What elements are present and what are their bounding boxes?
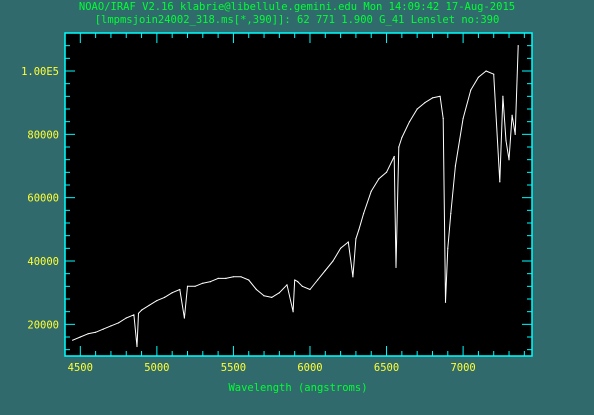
- spectrum-point: [324, 269, 326, 272]
- spectrum-point: [286, 284, 288, 286]
- x-tick-label: 5500: [221, 362, 246, 374]
- x-tick-label: 6000: [297, 362, 322, 374]
- spectrum-point: [148, 304, 150, 306]
- spectrum-point: [248, 279, 250, 281]
- spectrum-point: [485, 70, 487, 72]
- spectrum-point: [240, 276, 242, 278]
- header-line-2: [lmpmsjoin24002_318.ms[*,390]]: 62 771 1…: [95, 14, 500, 26]
- spectrum-point: [133, 314, 135, 316]
- spectrum-point: [493, 73, 495, 75]
- spectrum-point: [332, 260, 334, 262]
- spectrum-point: [278, 292, 280, 294]
- spectrum-point: [378, 178, 380, 180]
- spectrum-point: [505, 140, 507, 142]
- y-tick-label: 1.00E5: [21, 66, 59, 78]
- spectrum-point: [340, 247, 342, 249]
- x-axis-label: Wavelength (angstroms): [228, 382, 367, 394]
- spectrum-point: [136, 345, 138, 348]
- spectrum-series: [72, 45, 519, 348]
- spectrum-point: [499, 181, 501, 183]
- x-tick-label: 5000: [144, 362, 169, 374]
- spectrum-point: [502, 95, 504, 97]
- spectrum-point: [355, 238, 357, 240]
- spectrum-point: [292, 311, 294, 313]
- spectrum-point: [514, 133, 516, 135]
- spectrum-point: [271, 296, 273, 298]
- header-line-1: NOAO/IRAF V2.16 klabrie@libellule.gemini…: [79, 1, 515, 13]
- spectrum-point: [202, 282, 204, 284]
- spectrum-point: [470, 89, 472, 91]
- spectrum-point: [179, 288, 181, 291]
- spectrum-point: [408, 121, 411, 123]
- spectrum-point: [118, 322, 120, 324]
- spectrum-point: [370, 190, 372, 192]
- spectrum-point: [194, 285, 196, 287]
- spectrum-point: [297, 281, 299, 283]
- spectrum-point: [398, 146, 400, 148]
- y-tick-label: 40000: [27, 256, 59, 268]
- spectrum-point: [95, 331, 97, 333]
- spectrum-point: [450, 212, 452, 215]
- spectrum-point: [110, 325, 112, 327]
- spectrum-point: [137, 312, 140, 314]
- spectrum-point: [454, 165, 456, 167]
- spectrum-point: [217, 277, 219, 279]
- spectrum-point: [393, 155, 395, 158]
- spectrum-point: [442, 117, 444, 120]
- spectrum-point: [395, 266, 397, 268]
- y-tick-label: 80000: [27, 129, 59, 141]
- spectrum-point: [186, 285, 189, 287]
- spectrum-point: [401, 136, 403, 139]
- spectrum-point: [517, 45, 519, 47]
- spectrum-point: [477, 76, 479, 78]
- spectrum-point: [309, 288, 311, 291]
- axis-ticks: [64, 33, 532, 356]
- spectrum-point: [171, 292, 173, 294]
- x-tick-label: 4500: [68, 362, 93, 374]
- spectrum-point: [508, 159, 510, 161]
- spectrum-point: [163, 296, 166, 298]
- spectrum-point: [424, 102, 426, 104]
- spectrum-point: [447, 247, 449, 249]
- spectrum-point: [102, 328, 104, 330]
- spectrum-point: [416, 108, 418, 110]
- axis-tick-labels: 4500 5000 5500 6000 6500 7000 20000 40000 60000 8…: [21, 66, 476, 374]
- spectrum-point: [317, 279, 319, 281]
- spectrum-point: [444, 301, 447, 303]
- spectrum-point: [156, 300, 158, 302]
- y-tick-label: 60000: [27, 193, 59, 205]
- spectrum-point: [462, 117, 464, 120]
- spectrum-point: [439, 95, 441, 97]
- spectrum-point: [301, 285, 303, 287]
- spectrum-point: [363, 212, 365, 215]
- plot-area: [64, 32, 533, 357]
- spectrum-point: [352, 276, 354, 278]
- spectrum-point: [263, 295, 265, 297]
- y-tick-label: 20000: [27, 319, 59, 331]
- spectrum-point: [72, 339, 74, 341]
- x-tick-label: 7000: [450, 362, 475, 374]
- spectrum-point: [511, 114, 513, 116]
- spectrum-point: [225, 277, 227, 279]
- x-tick-label: 6500: [374, 362, 399, 374]
- spectrum-point: [183, 317, 185, 319]
- spectrum-point: [87, 333, 89, 335]
- spectrum-point: [385, 171, 388, 173]
- spectrum-point: [255, 288, 257, 291]
- spectrum-point: [232, 276, 234, 278]
- spectrum-point: [347, 241, 349, 243]
- spectrum-point: [141, 309, 143, 311]
- spectrum-point: [294, 279, 296, 281]
- spectrum-point: [358, 228, 360, 230]
- spectrum-point: [125, 317, 127, 319]
- spectrum-point: [79, 336, 81, 338]
- spectrum-point: [209, 281, 212, 283]
- spectrum-point: [431, 97, 434, 99]
